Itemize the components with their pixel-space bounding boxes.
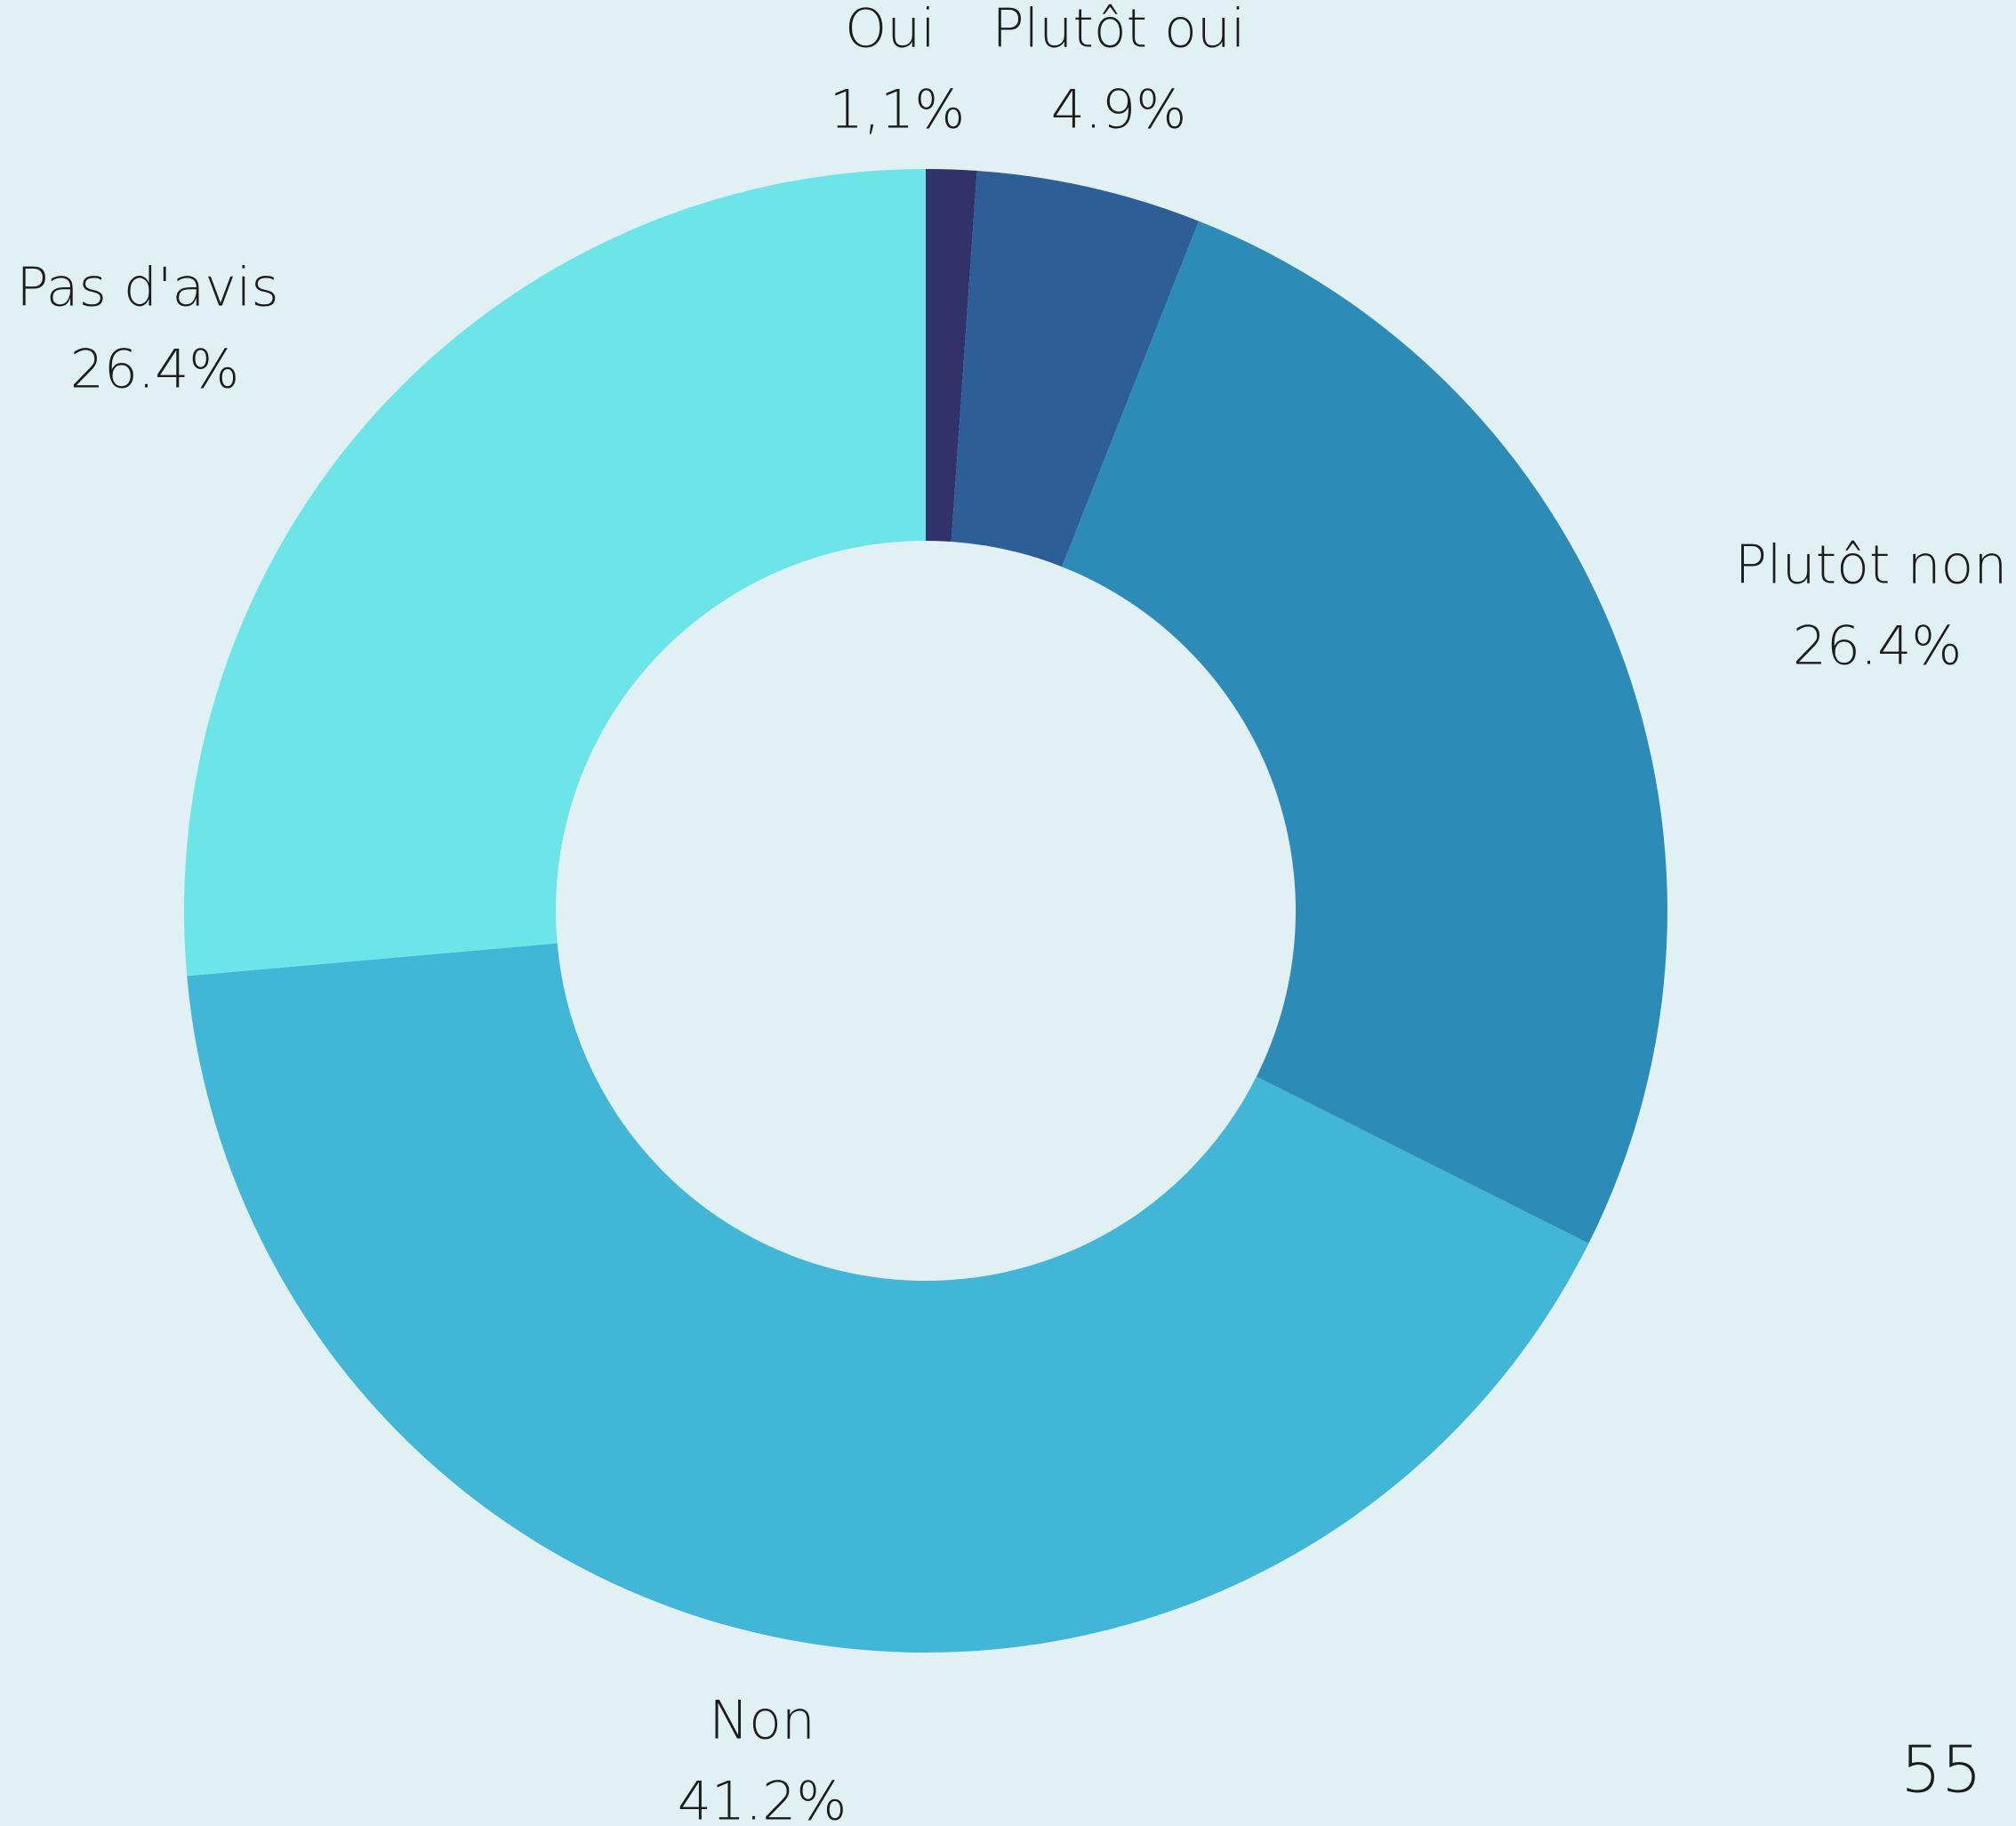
donut-segment xyxy=(951,170,1200,567)
value-label: 26.4% xyxy=(1793,615,1963,678)
donut-segment xyxy=(183,169,927,977)
page-number: 55 xyxy=(1900,1733,1982,1807)
donut-segment xyxy=(187,943,1589,1653)
category-label: Plutôt oui xyxy=(992,0,1245,60)
value-label: 41.2% xyxy=(678,1771,847,1826)
value-label: 26.4% xyxy=(70,339,240,401)
donut-segment xyxy=(1062,221,1668,1243)
donut-segment xyxy=(926,169,977,542)
category-label: Plutôt non xyxy=(1735,535,2007,597)
category-label: Oui xyxy=(845,0,936,60)
value-label: 1,1% xyxy=(830,79,965,141)
value-label: 4.9% xyxy=(1051,79,1186,141)
category-label: Non xyxy=(709,1690,815,1752)
category-label: Pas d'avis xyxy=(16,257,278,319)
